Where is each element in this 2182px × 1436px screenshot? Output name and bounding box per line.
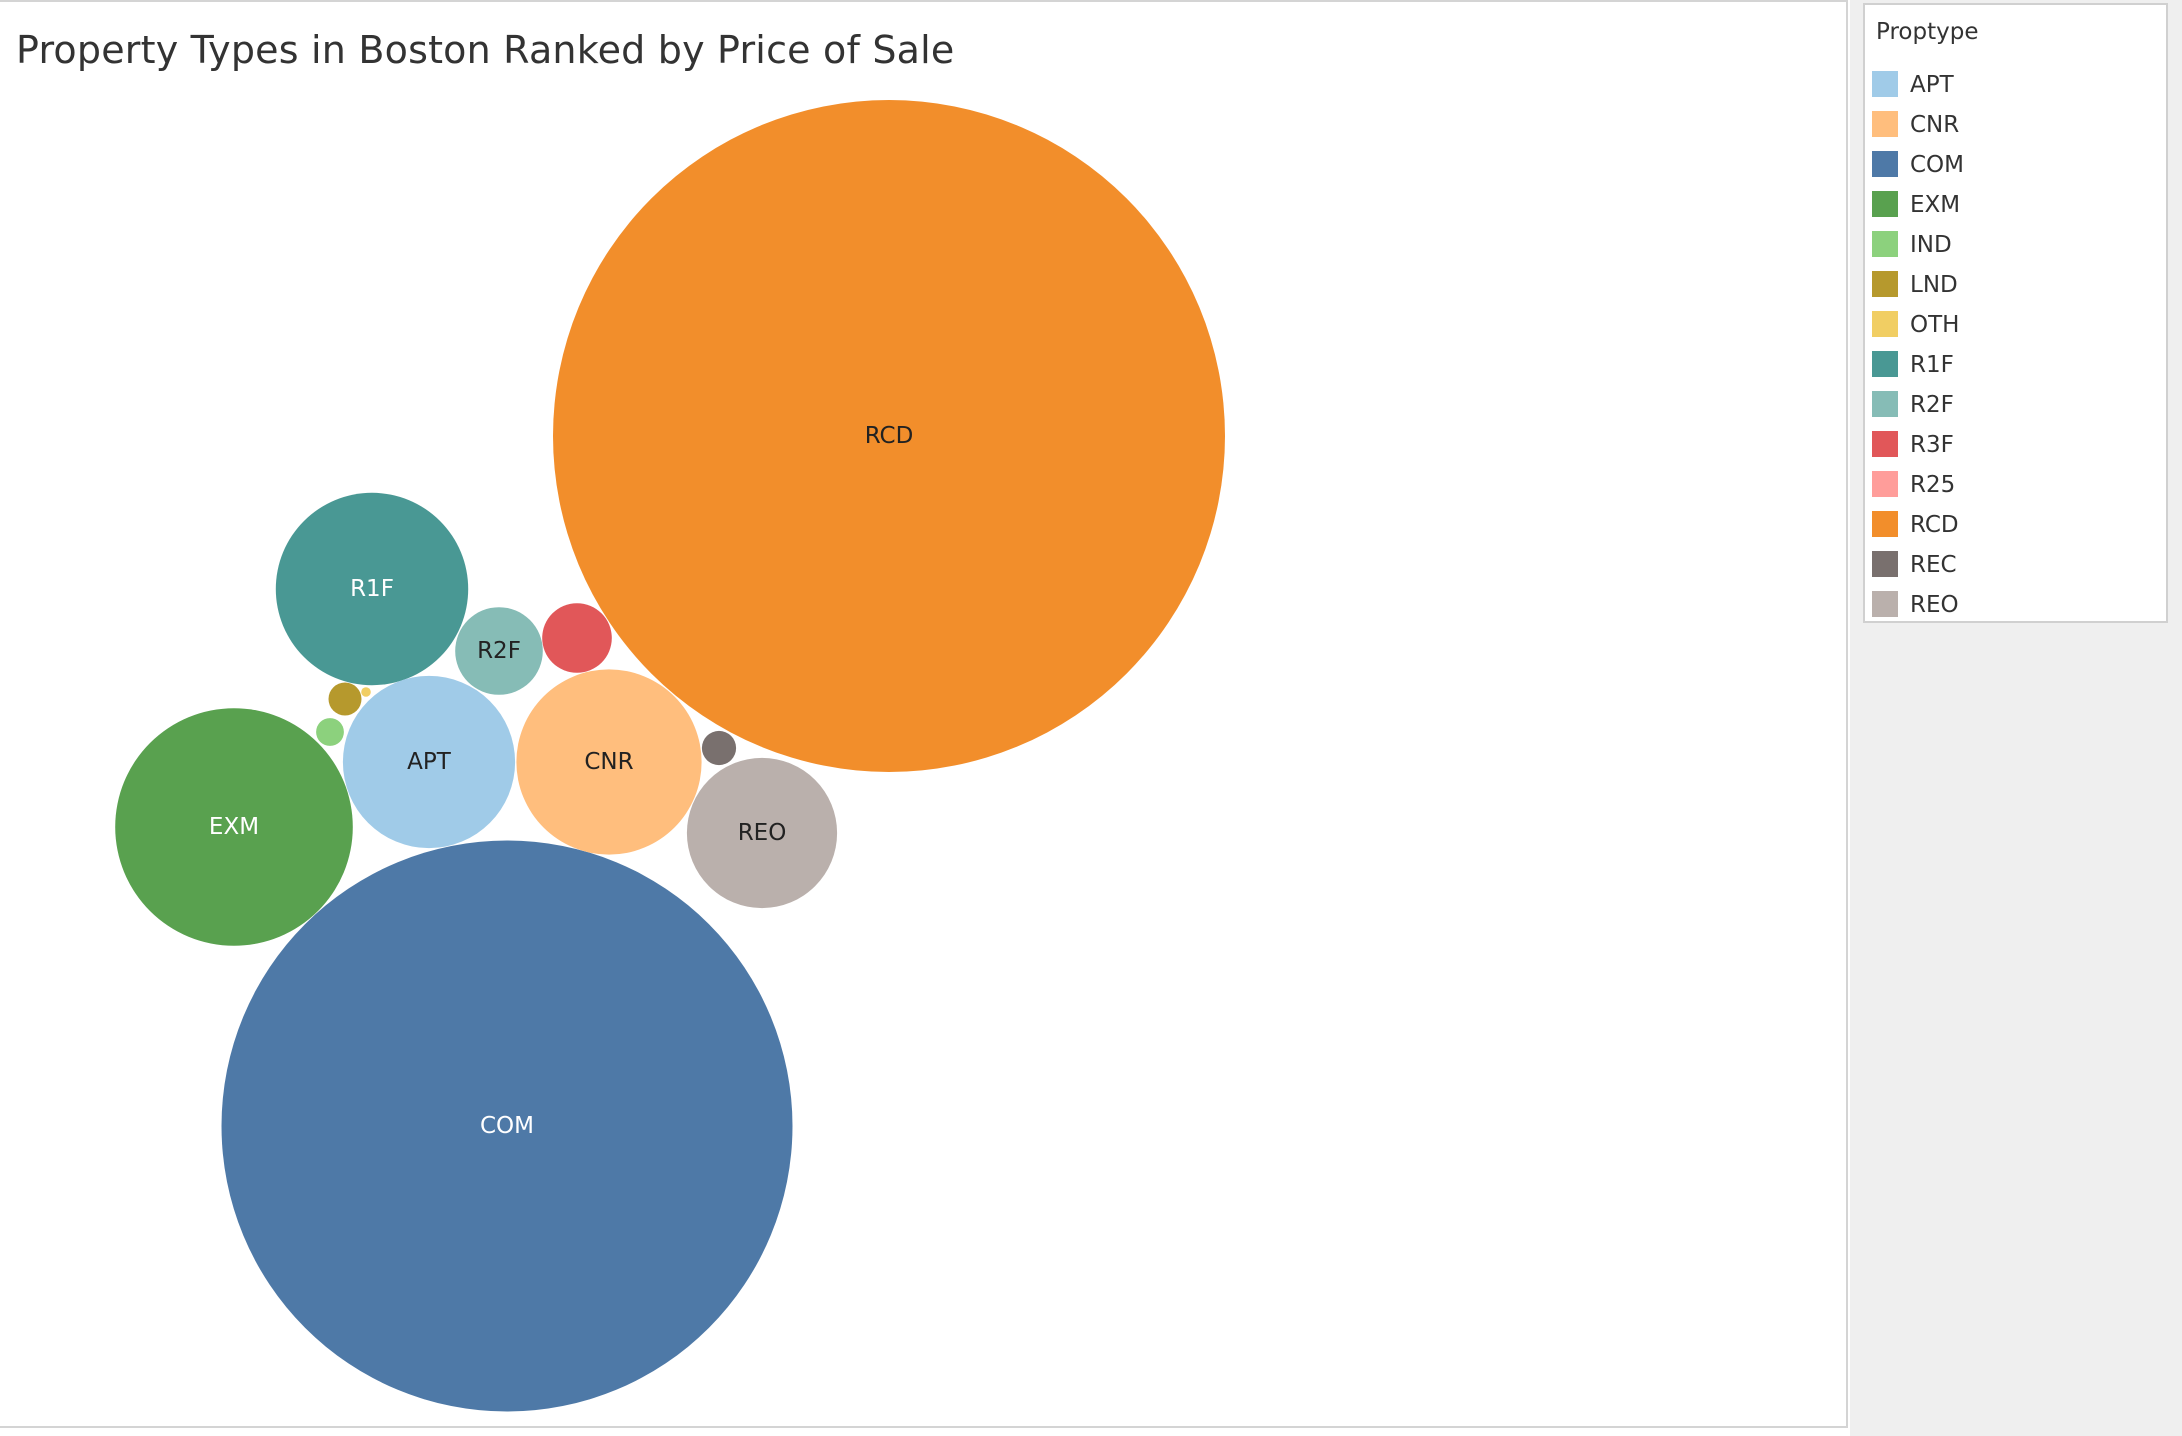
legend-item-reo[interactable]: REO <box>1872 591 1964 631</box>
bubble-cnr[interactable] <box>516 669 702 855</box>
legend-swatch <box>1872 471 1898 497</box>
legend-swatch <box>1872 191 1898 217</box>
legend-label: OTH <box>1910 312 1960 338</box>
bubble-label-exm: EXM <box>209 814 259 840</box>
legend-label: R1F <box>1910 352 1954 378</box>
legend-label: R25 <box>1910 472 1956 498</box>
legend-swatch <box>1872 311 1898 337</box>
bubble-reo[interactable] <box>686 757 838 909</box>
legend-swatch <box>1872 391 1898 417</box>
legend-item-oth[interactable]: OTH <box>1872 311 1964 351</box>
legend-item-lnd[interactable]: LND <box>1872 271 1964 311</box>
legend-item-com[interactable]: COM <box>1872 151 1964 191</box>
legend-label: COM <box>1910 152 1965 178</box>
bubble-chart: RCD COM EXM R1F APT CNR REO R2F <box>115 100 1225 1412</box>
chart-title: Property Types in Boston Ranked by Price… <box>16 28 955 72</box>
legend-item-ind[interactable]: IND <box>1872 231 1964 271</box>
bubble-label-reo: REO <box>738 820 787 846</box>
legend-item-apt[interactable]: APT <box>1872 71 1964 111</box>
legend-label: RCD <box>1910 512 1959 538</box>
legend-swatch <box>1872 431 1898 457</box>
legend-swatch <box>1872 151 1898 177</box>
legend-item-cnr[interactable]: CNR <box>1872 111 1964 151</box>
bubble-label-r1f: R1F <box>350 576 394 602</box>
legend-item-r2f[interactable]: R2F <box>1872 391 1964 431</box>
bubble-lnd[interactable] <box>328 682 362 716</box>
bubble-exm[interactable] <box>115 708 353 946</box>
bubble-r3f[interactable] <box>542 603 612 673</box>
legend-item-rec[interactable]: REC <box>1872 551 1964 591</box>
legend-item-rcd[interactable]: RCD <box>1872 511 1964 551</box>
legend-swatch <box>1872 511 1898 537</box>
bubble-rcd[interactable] <box>553 100 1225 772</box>
bubble-rec[interactable] <box>701 730 737 766</box>
legend-label: EXM <box>1910 192 1961 218</box>
legend-swatch <box>1872 551 1898 577</box>
bubble-ind[interactable] <box>316 718 344 746</box>
legend-label: APT <box>1910 72 1954 98</box>
visualization-pane: Property Types in Boston Ranked by Price… <box>0 0 1848 1428</box>
legend-swatch <box>1872 591 1898 617</box>
legend-label: IND <box>1910 232 1952 258</box>
legend-item-exm[interactable]: EXM <box>1872 191 1964 231</box>
legend-swatch <box>1872 351 1898 377</box>
bubble-label-rcd: RCD <box>865 423 914 449</box>
legend-item-r1f[interactable]: R1F <box>1872 351 1964 391</box>
legend-swatch <box>1872 231 1898 257</box>
bubble-r2f[interactable] <box>455 607 543 695</box>
bubble-r1f[interactable] <box>275 492 469 686</box>
legend-item-r3f[interactable]: R3F <box>1872 431 1964 471</box>
bubble-label-com: COM <box>480 1113 534 1139</box>
legend-label: CNR <box>1910 112 1960 138</box>
legend-label: LND <box>1910 272 1958 298</box>
legend-label: REC <box>1910 552 1957 578</box>
legend-label: REO <box>1910 592 1959 618</box>
bubble-label-cnr: CNR <box>584 749 633 775</box>
bubble-oth[interactable] <box>361 687 371 697</box>
legend-label: R2F <box>1910 392 1954 418</box>
bubble-label-apt: APT <box>407 749 452 775</box>
legend-swatch <box>1872 111 1898 137</box>
bubble-apt[interactable] <box>342 675 516 849</box>
color-legend: Proptype APT CNR COM EXM IND LND OTH R1F R2F R3F R… <box>1863 3 2168 623</box>
legend-list: APT CNR COM EXM IND LND OTH R1F R2F R3F R25 RCD REC R… <box>1872 71 1964 631</box>
legend-title: Proptype <box>1876 19 1979 45</box>
legend-label: R3F <box>1910 432 1954 458</box>
legend-swatch <box>1872 271 1898 297</box>
legend-item-r25[interactable]: R25 <box>1872 471 1964 511</box>
bubble-label-r2f: R2F <box>477 638 521 664</box>
bubble-com[interactable] <box>221 840 793 1412</box>
legend-swatch <box>1872 71 1898 97</box>
